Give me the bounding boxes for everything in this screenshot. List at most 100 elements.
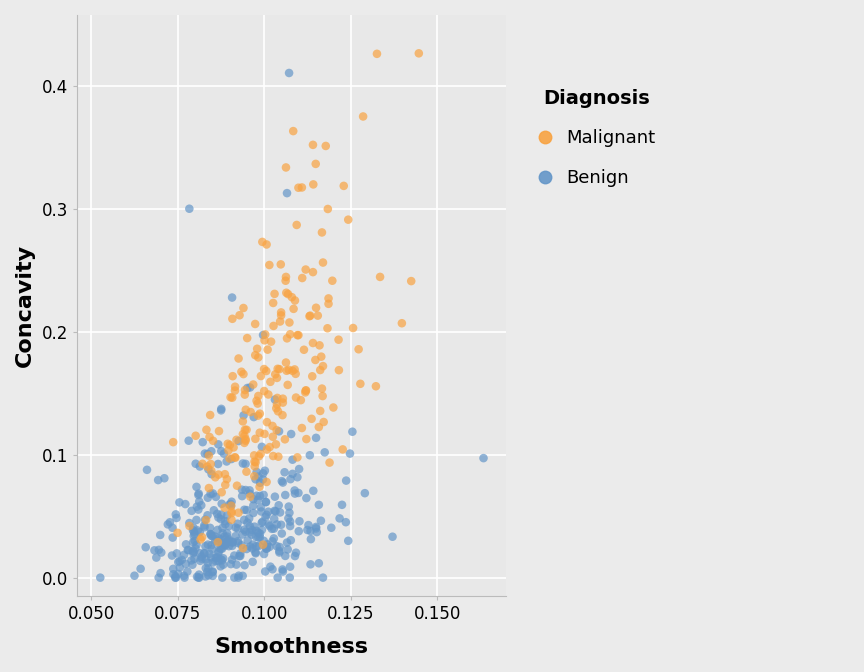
Point	[373, 271, 387, 282]
Point	[210, 552, 224, 562]
Point	[283, 507, 296, 518]
Point	[224, 558, 238, 569]
Point	[289, 220, 303, 230]
Point	[194, 534, 207, 545]
Point	[268, 491, 282, 502]
Point	[214, 514, 228, 525]
Point	[233, 550, 247, 561]
Point	[251, 343, 264, 354]
Point	[284, 429, 298, 439]
Point	[169, 573, 183, 583]
Point	[128, 571, 142, 581]
Point	[200, 461, 214, 472]
Point	[270, 392, 284, 403]
Point	[236, 429, 250, 439]
Point	[314, 351, 328, 362]
Point	[248, 461, 262, 472]
Point	[288, 295, 302, 306]
Point	[312, 558, 326, 569]
Point	[253, 427, 267, 438]
Point	[279, 358, 293, 368]
Point	[281, 289, 295, 300]
Point	[225, 497, 238, 507]
Point	[352, 344, 365, 355]
Point	[255, 442, 269, 452]
Point	[279, 288, 293, 298]
Point	[215, 543, 229, 554]
Point	[214, 405, 228, 416]
Point	[312, 421, 326, 432]
Point	[324, 522, 338, 533]
Point	[215, 523, 229, 534]
Point	[307, 485, 321, 496]
Point	[274, 259, 288, 269]
Point	[245, 543, 259, 554]
Point	[231, 518, 245, 529]
Point	[228, 452, 242, 463]
Point	[215, 487, 229, 498]
Point	[209, 556, 223, 566]
Point	[303, 450, 317, 460]
Point	[238, 524, 251, 535]
Point	[193, 461, 206, 472]
Point	[264, 376, 277, 387]
Point	[265, 536, 279, 547]
Point	[284, 535, 298, 546]
Point	[305, 371, 319, 382]
Point	[276, 410, 289, 421]
Point	[203, 529, 217, 540]
Point	[257, 335, 271, 345]
Point	[327, 402, 340, 413]
Point	[254, 371, 268, 382]
Point	[204, 489, 218, 499]
Point	[316, 573, 330, 583]
Point	[343, 448, 357, 459]
Point	[214, 509, 228, 520]
Point	[267, 513, 281, 524]
Point	[256, 516, 270, 527]
Point	[288, 485, 302, 496]
Point	[204, 552, 218, 562]
Point	[336, 444, 350, 455]
Point	[199, 515, 213, 526]
Point	[280, 333, 294, 343]
Point	[254, 506, 268, 517]
Point	[341, 214, 355, 225]
Point	[238, 485, 252, 495]
Point	[283, 317, 296, 328]
Point	[332, 334, 346, 345]
Point	[295, 273, 309, 284]
Point	[243, 382, 257, 393]
Point	[251, 495, 264, 505]
Point	[186, 525, 200, 536]
Point	[200, 424, 213, 435]
Point	[205, 446, 219, 456]
Point	[250, 526, 264, 536]
Point	[214, 403, 228, 414]
Point	[225, 506, 238, 517]
Point	[246, 500, 260, 511]
Point	[218, 469, 232, 480]
Point	[298, 387, 312, 398]
Point	[206, 571, 219, 581]
Point	[213, 554, 227, 564]
Point	[215, 538, 229, 549]
Point	[217, 448, 231, 459]
Point	[282, 501, 295, 512]
Point	[270, 372, 284, 383]
Point	[267, 533, 281, 544]
Point	[253, 409, 267, 419]
Point	[240, 382, 254, 393]
Point	[230, 480, 244, 491]
Point	[188, 458, 202, 469]
Point	[309, 302, 323, 313]
Point	[280, 366, 294, 376]
Point	[208, 536, 222, 546]
Point	[211, 525, 225, 536]
Point	[206, 557, 219, 568]
X-axis label: Smoothness: Smoothness	[215, 637, 369, 657]
Point	[300, 433, 314, 444]
Point	[192, 489, 206, 499]
Point	[279, 276, 293, 286]
Point	[239, 424, 253, 435]
